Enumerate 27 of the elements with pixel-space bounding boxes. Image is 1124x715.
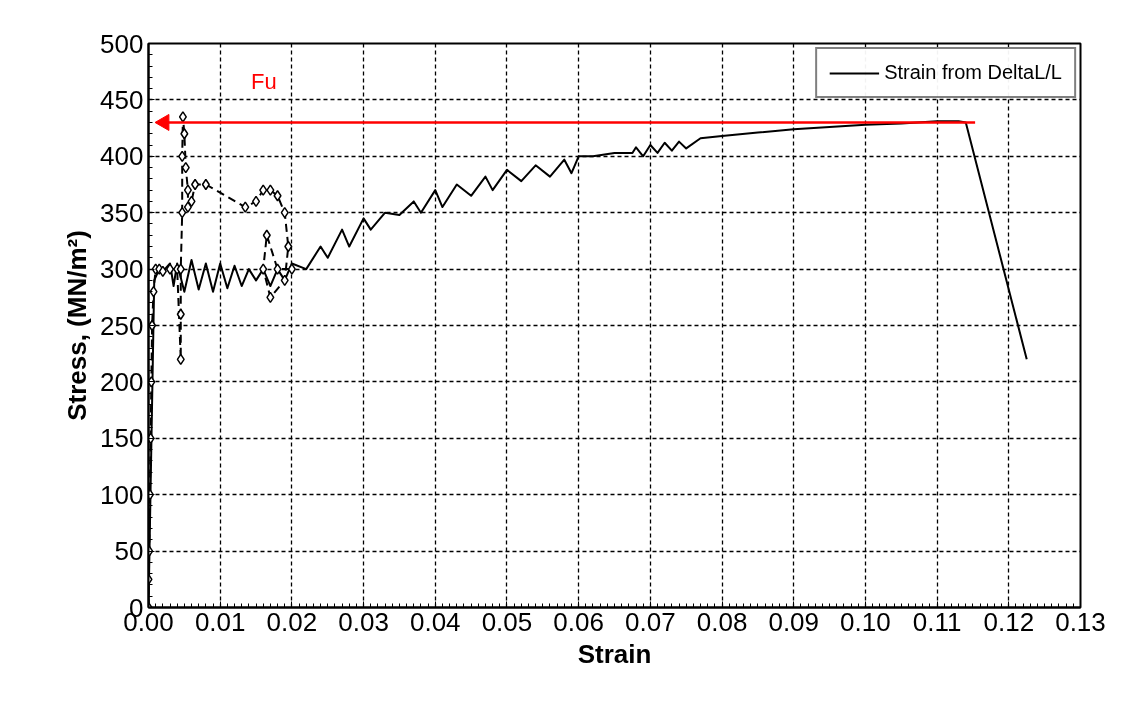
y-tick-label: 350 (100, 197, 144, 228)
x-tick-label: 0.11 (912, 606, 962, 637)
x-tick-label: 0.13 (1055, 606, 1106, 637)
y-tick-label: 200 (100, 366, 144, 397)
legend-label: Strain from DeltaL/L (884, 61, 1062, 84)
x-tick-label: 0.03 (338, 606, 389, 637)
x-tick-label: 0.04 (409, 606, 461, 637)
x-tick-label: 0.07 (625, 606, 676, 637)
x-tick-label: 0.05 (481, 606, 533, 637)
x-tick-label: 0.06 (553, 606, 604, 637)
x-tick-label: 0.08 (696, 606, 748, 637)
x-tick-label: 0.12 (983, 606, 1035, 637)
annotation: Fu (251, 69, 277, 95)
y-tick-label: 450 (100, 84, 144, 115)
y-tick-label: 100 (100, 479, 144, 510)
y-tick-label: 400 (100, 141, 144, 172)
y-tick-label: 150 (100, 423, 144, 454)
x-tick-label: 0.09 (768, 606, 820, 637)
y-tick-label: 300 (100, 254, 144, 285)
x-tick-label: 0.01 (194, 606, 246, 637)
x-tick-label: 0.02 (266, 606, 318, 637)
y-tick-label: 500 (100, 28, 144, 59)
x-tick-label: 0.10 (840, 606, 891, 637)
y-tick-label: 50 (114, 536, 144, 567)
y-axis-title: Stress, (MN/m²) (62, 230, 93, 421)
x-axis-title: Strain (577, 638, 652, 669)
y-tick-label: 250 (100, 310, 144, 341)
